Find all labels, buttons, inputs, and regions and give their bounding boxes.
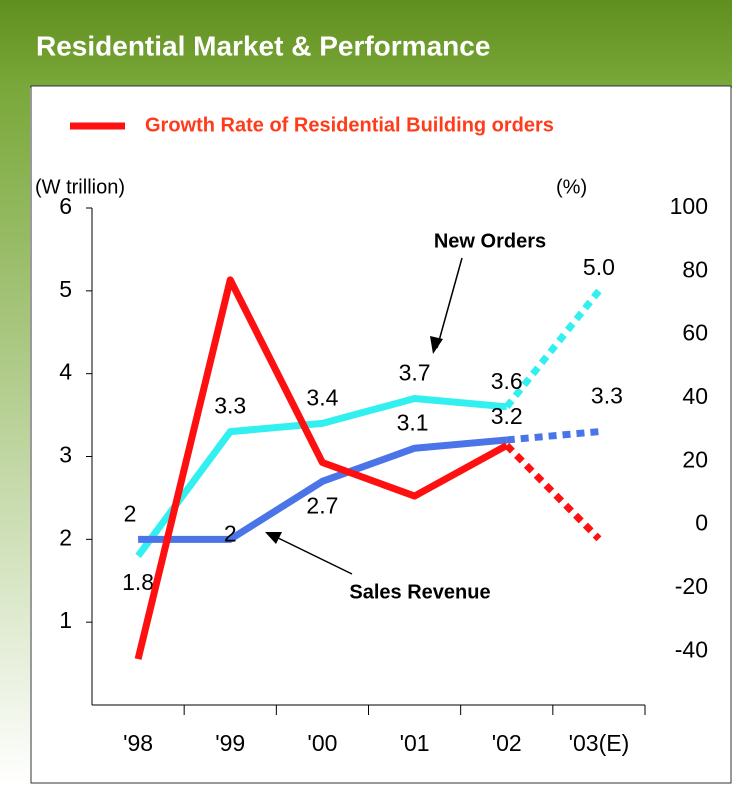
arrow-head [430,336,443,354]
y2-tick-label: 100 [670,193,708,219]
header-band [0,0,732,88]
data-label: 5.0 [583,254,615,280]
data-label: 3.3 [214,393,246,419]
annotation-arrow [436,257,463,349]
projected-line [506,428,600,444]
y-axis-label: (W trillion) [35,176,125,198]
y-tick-label: 5 [59,276,72,302]
y2-tick-label: 20 [682,446,708,472]
series-annotation: New Orders [434,230,546,252]
y2-tick-label: 0 [695,510,708,536]
y2-axis-label: (%) [556,176,587,198]
x-tick-label: '02 [492,730,522,756]
x-tick-label: '99 [215,730,245,756]
y-tick-label: 2 [59,524,72,550]
x-tick-label: '03(E) [569,730,630,756]
title: Residential Market & Performance [36,30,490,61]
x-tick-label: '01 [400,730,430,756]
y-tick-label: 6 [59,193,72,219]
y2-tick-label: 60 [682,320,708,346]
data-label: 3.2 [491,403,523,429]
panel [30,85,732,784]
data-label: 3.6 [491,368,523,394]
y-tick-label: 3 [59,442,72,468]
data-label: 3.7 [399,360,431,386]
projected-line [504,442,602,542]
x-tick-label: '98 [123,730,153,756]
series-line [134,276,509,660]
y-tick-label: 1 [59,607,72,633]
data-label: 3.4 [306,384,338,410]
y2-tick-label: 80 [682,256,708,282]
data-label: 3.3 [591,383,623,409]
y2-tick-label: -40 [675,636,708,662]
data-label: 3.1 [397,409,429,435]
data-label: 2.7 [306,492,338,518]
projected-line [504,288,602,409]
y2-tick-label: -20 [675,573,708,599]
series-annotation: Sales Revenue [349,581,490,603]
side-band [0,88,30,784]
annotation-arrow [271,534,353,575]
data-label: 2 [124,500,137,526]
series-line [135,395,508,558]
x-tick-label: '00 [307,730,337,756]
data-label: 2 [224,520,237,546]
y2-tick-label: 40 [682,383,708,409]
series-line [138,436,508,543]
y-tick-label: 4 [59,359,72,385]
arrow-head [265,532,282,544]
legend-label: Growth Rate of Residential Building orde… [145,114,554,136]
data-label: 1.8 [122,569,154,595]
